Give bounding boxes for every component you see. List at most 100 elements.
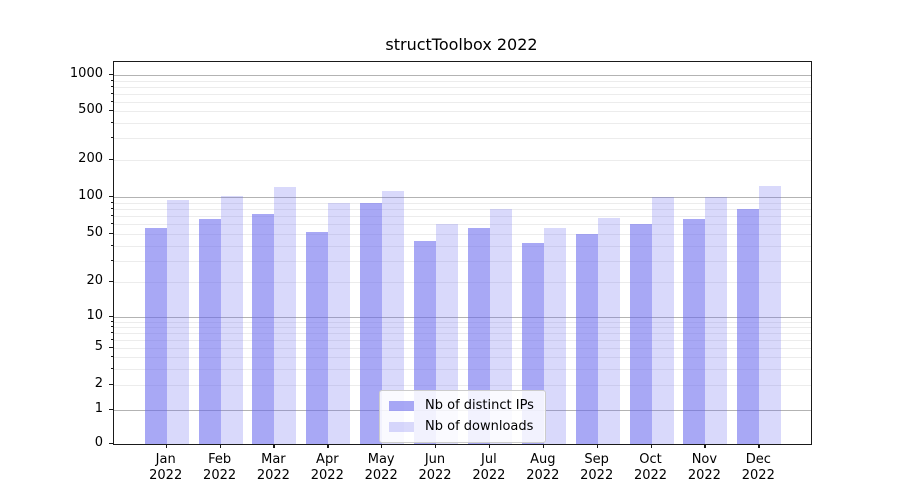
gridline-minor-500: [114, 111, 811, 112]
bar-ips-oct-2022: [629, 224, 652, 444]
y-tickmark-2: [109, 384, 113, 386]
gridline-minor-30: [114, 260, 811, 262]
legend-swatch-distinct-ips: [389, 400, 414, 411]
gridline-minor-700: [114, 93, 811, 95]
x-tick-label-aug-2022: Aug 2022: [526, 452, 560, 484]
gridline-minor-9: [114, 321, 811, 323]
y-minor-tickmark-30: [111, 259, 113, 261]
x-tickmark-jun-2022: [435, 444, 437, 448]
x-tick-label-dec-2022: Dec 2022: [741, 452, 775, 484]
x-tickmark-dec-2022: [758, 444, 760, 448]
legend-item-downloads: Nb of downloads: [389, 419, 534, 434]
legend-swatch-downloads: [389, 421, 414, 432]
y-tickmark-200: [109, 159, 113, 161]
gridline-minor-3: [114, 368, 811, 370]
y-tickmark-20: [109, 281, 113, 283]
y-minor-tickmark-9: [111, 320, 113, 322]
bar-downloads-jan-2022: [166, 200, 189, 444]
x-tickmark-oct-2022: [650, 444, 652, 448]
y-tick-label-1000: 1000: [69, 66, 103, 81]
gridline-minor-7: [114, 333, 811, 334]
y-tickmark-50: [109, 233, 113, 235]
x-tick-label-may-2022: May 2022: [364, 452, 398, 484]
bar-downloads-dec-2022: [759, 185, 782, 444]
y-minor-tickmark-800: [111, 85, 113, 87]
y-tickmark-500: [109, 110, 113, 112]
bar-downloads-mar-2022: [274, 187, 297, 444]
y-tick-label-20: 20: [86, 273, 103, 288]
bar-ips-jan-2022: [144, 228, 167, 444]
y-minor-tickmark-700: [111, 92, 113, 94]
gridline-minor-8: [114, 327, 811, 328]
x-tickmark-aug-2022: [542, 444, 545, 448]
bar-ips-feb-2022: [198, 219, 221, 444]
bar-ips-may-2022: [360, 202, 383, 444]
gridline-minor-2: [114, 385, 811, 386]
bar-downloads-oct-2022: [651, 197, 674, 444]
x-tickmark-apr-2022: [327, 444, 329, 448]
x-tickmark-jan-2022: [165, 444, 167, 448]
y-minor-tickmark-7: [111, 332, 113, 333]
bar-downloads-apr-2022: [328, 203, 351, 444]
y-tick-label-1: 1: [94, 401, 103, 416]
gridline-minor-4: [114, 357, 811, 358]
gridline-minor-50: [114, 234, 811, 235]
y-minor-tickmark-70: [111, 215, 113, 216]
y-minor-tickmark-60: [111, 223, 113, 225]
x-tickmark-mar-2022: [273, 444, 275, 448]
gridline-minor-900: [114, 80, 811, 82]
gridline-minor-200: [114, 160, 811, 161]
x-tick-label-jan-2022: Jan 2022: [149, 452, 183, 484]
gridline-minor-70: [114, 216, 811, 217]
bar-ips-apr-2022: [306, 231, 329, 444]
x-tick-label-oct-2022: Oct 2022: [633, 452, 668, 484]
y-minor-tickmark-300: [111, 137, 113, 139]
gridline-minor-400: [114, 122, 811, 124]
gridline-minor-800: [114, 86, 811, 88]
bar-downloads-aug-2022: [543, 228, 566, 444]
x-tick-label-apr-2022: Apr 2022: [310, 452, 344, 484]
y-tickmark-1000: [109, 74, 113, 76]
gridline-minor-40: [114, 245, 811, 247]
gridline-major-1000: [114, 75, 811, 76]
y-minor-tickmark-4: [111, 356, 113, 357]
y-tickmark-1: [109, 409, 113, 411]
x-tick-label-jul-2022: Jul 2022: [472, 452, 506, 484]
bar-downloads-sep-2022: [597, 218, 620, 444]
y-tick-label-200: 200: [78, 151, 103, 166]
chart-title: structToolbox 2022: [385, 35, 538, 54]
bar-downloads-jul-2022: [489, 208, 512, 444]
gridline-major-10: [114, 317, 811, 318]
x-tick-label-jun-2022: Jun 2022: [418, 452, 452, 484]
x-tick-label-mar-2022: Mar 2022: [256, 452, 290, 484]
legend-item-distinct-ips: Nb of distinct IPs: [389, 398, 534, 413]
legend: Nb of distinct IPs Nb of downloads: [379, 390, 546, 443]
y-minor-tickmark-80: [111, 207, 113, 209]
y-minor-tickmark-90: [111, 201, 113, 203]
y-tick-label-100: 100: [78, 188, 103, 203]
bar-ips-mar-2022: [252, 213, 275, 444]
bar-ips-sep-2022: [575, 234, 598, 444]
bar-ips-nov-2022: [683, 219, 706, 444]
y-tick-label-50: 50: [86, 225, 103, 240]
plot-area: Nb of distinct IPs Nb of downloads: [113, 61, 812, 445]
bar-downloads-may-2022: [382, 191, 405, 444]
y-tickmark-0: [109, 443, 113, 445]
gridline-minor-600: [114, 101, 811, 103]
y-minor-tickmark-6: [111, 338, 113, 340]
y-minor-tickmark-400: [111, 121, 113, 123]
gridline-minor-80: [114, 208, 811, 210]
x-tickmark-may-2022: [381, 444, 383, 448]
gridline-minor-300: [114, 138, 811, 140]
x-tickmark-feb-2022: [219, 444, 221, 448]
x-tickmark-nov-2022: [704, 444, 706, 448]
legend-label-distinct-ips: Nb of distinct IPs: [425, 398, 534, 413]
y-tick-label-10: 10: [86, 308, 103, 323]
x-tickmark-jul-2022: [488, 444, 491, 448]
y-tick-label-0: 0: [94, 435, 103, 450]
bar-downloads-feb-2022: [220, 195, 243, 444]
y-minor-tickmark-900: [111, 79, 113, 81]
x-tickmark-sep-2022: [596, 444, 598, 448]
gridline-minor-60: [114, 224, 811, 226]
